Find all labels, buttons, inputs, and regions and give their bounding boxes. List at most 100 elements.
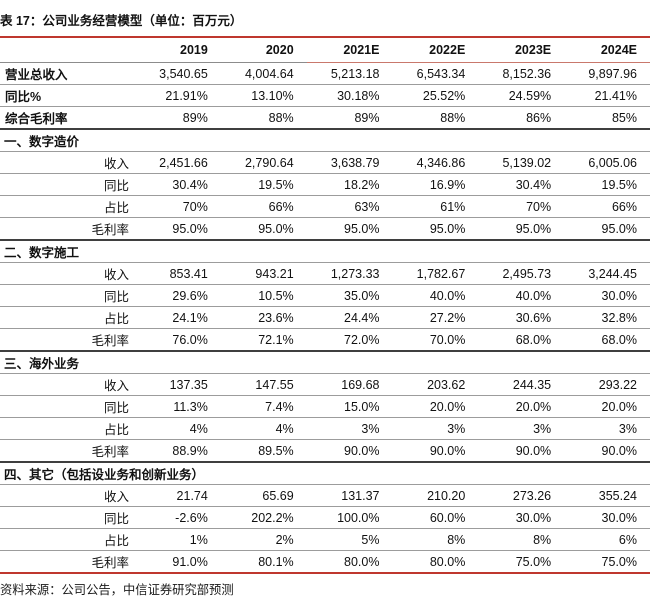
label-column-header <box>0 37 135 63</box>
cell-value: 3% <box>533 421 552 436</box>
cell-value: 6% <box>618 532 637 547</box>
cell-value: 18.2% <box>344 177 380 192</box>
cell-value: 244.35 <box>512 377 552 392</box>
cell-value: 32.8% <box>601 310 637 325</box>
table-row: 毛利率 95.0% 95.0% 95.0% 95.0% 95.0% 95.0% <box>0 218 650 240</box>
table-row: 占比 1% 2% 5% 8% 8% 6% <box>0 529 650 551</box>
cell-value: 80.0% <box>344 554 380 569</box>
row-label: 同比 <box>103 290 129 304</box>
table-row: 占比 70% 66% 63% 61% 70% 66% <box>0 196 650 218</box>
cell-value: 5,213.18 <box>330 66 380 81</box>
cell-value: 88.9% <box>172 443 208 458</box>
table-row: 毛利率 88.9% 89.5% 90.0% 90.0% 90.0% 90.0% <box>0 440 650 462</box>
row-label: 收入 <box>103 268 129 282</box>
cell-value: 6,005.06 <box>588 155 637 170</box>
cell-value: 355.24 <box>598 488 637 503</box>
cell-value: 21.74 <box>176 488 208 503</box>
section-header-row: 三、海外业务 <box>0 351 650 374</box>
cell-value: 24.1% <box>172 310 208 325</box>
cell-value: 63% <box>354 199 380 214</box>
table-row: 占比 4% 4% 3% 3% 3% 3% <box>0 418 650 440</box>
year-header: 2023E <box>478 37 565 63</box>
cell-value: 30.6% <box>515 310 552 325</box>
cell-value: 3% <box>447 421 466 436</box>
cell-value: 5,139.02 <box>502 155 552 170</box>
cell-value: 8% <box>533 532 552 547</box>
cell-value: 30.0% <box>601 288 637 303</box>
table-row: 毛利率 91.0% 80.1% 80.0% 80.0% 75.0% 75.0% <box>0 551 650 573</box>
cell-value: 30.4% <box>515 177 552 192</box>
year-header: 2022E <box>392 37 479 63</box>
row-label: 占比 <box>103 534 129 548</box>
table-row: 收入 21.74 65.69 131.37 210.20 273.26 355.… <box>0 485 650 507</box>
section-title: 三、海外业务 <box>4 357 80 371</box>
cell-value: 3% <box>618 421 637 436</box>
cell-value: 66% <box>268 199 294 214</box>
cell-value: 293.22 <box>598 377 637 392</box>
table-row: 同比 -2.6% 202.2% 100.0% 60.0% 30.0% 30.0% <box>0 507 650 529</box>
cell-value: 89% <box>354 110 380 125</box>
cell-value: 1,782.67 <box>416 266 466 281</box>
cell-value: 40.0% <box>429 288 466 303</box>
cell-value: 76.0% <box>172 332 208 347</box>
business-model-table: 2019 2020 2021E 2022E 2023E 2024E 营业总收入 … <box>0 36 650 574</box>
cell-value: 40.0% <box>515 288 552 303</box>
cell-value: 29.6% <box>172 288 208 303</box>
summary-row-total-revenue: 营业总收入 3,540.65 4,004.64 5,213.18 6,543.3… <box>0 63 650 85</box>
cell-value: 95.0% <box>258 221 294 236</box>
cell-value: 2% <box>275 532 294 547</box>
section-header-row: 一、数字造价 <box>0 129 650 152</box>
cell-value: 273.26 <box>512 488 552 503</box>
cell-value: 24.4% <box>344 310 380 325</box>
table-row: 收入 2,451.66 2,790.64 3,638.79 4,346.86 5… <box>0 152 650 174</box>
row-label: 收入 <box>103 379 129 393</box>
cell-value: 202.2% <box>251 510 294 525</box>
cell-value: 95.0% <box>344 221 380 236</box>
cell-value: 89.5% <box>258 443 294 458</box>
cell-value: 70.0% <box>429 332 466 347</box>
row-label: 综合毛利率 <box>5 112 68 126</box>
row-label: 营业总收入 <box>5 68 68 82</box>
row-label: 毛利率 <box>91 334 129 348</box>
cell-value: 70% <box>526 199 552 214</box>
table-row: 同比 30.4% 19.5% 18.2% 16.9% 30.4% 19.5% <box>0 174 650 196</box>
cell-value: 19.5% <box>601 177 637 192</box>
year-header-row: 2019 2020 2021E 2022E 2023E 2024E <box>0 37 650 63</box>
cell-value: 30.18% <box>337 88 380 103</box>
cell-value: 4% <box>189 421 208 436</box>
cell-value: 1% <box>189 532 208 547</box>
cell-value: 210.20 <box>427 488 466 503</box>
cell-value: 90.0% <box>515 443 552 458</box>
cell-value: 8,152.36 <box>502 66 552 81</box>
cell-value: 1,273.33 <box>330 266 380 281</box>
table-row: 毛利率 76.0% 72.1% 72.0% 70.0% 68.0% 68.0% <box>0 329 650 351</box>
cell-value: 20.0% <box>601 399 637 414</box>
year-header: 2020 <box>220 37 307 63</box>
cell-value: 68.0% <box>515 332 552 347</box>
cell-value: 90.0% <box>601 443 637 458</box>
cell-value: 61% <box>440 199 466 214</box>
cell-value: 60.0% <box>429 510 466 525</box>
cell-value: 131.37 <box>341 488 380 503</box>
cell-value: 35.0% <box>344 288 380 303</box>
cell-value: 80.0% <box>429 554 466 569</box>
cell-value: 72.1% <box>258 332 294 347</box>
cell-value: 6,543.34 <box>416 66 466 81</box>
table-row: 占比 24.1% 23.6% 24.4% 27.2% 30.6% 32.8% <box>0 307 650 329</box>
cell-value: 75.0% <box>601 554 637 569</box>
section-title: 二、数字施工 <box>4 246 80 260</box>
row-label: 毛利率 <box>91 556 129 570</box>
cell-value: 11.3% <box>173 399 208 414</box>
cell-value: 3,540.65 <box>159 66 208 81</box>
row-label: 收入 <box>103 157 129 171</box>
cell-value: 86% <box>526 110 552 125</box>
cell-value: 23.6% <box>258 310 294 325</box>
cell-value: 27.2% <box>429 310 466 325</box>
cell-value: 2,451.66 <box>159 155 208 170</box>
cell-value: 95.0% <box>429 221 466 236</box>
row-label: 毛利率 <box>91 223 129 237</box>
cell-value: 137.35 <box>169 377 208 392</box>
cell-value: 30.0% <box>601 510 637 525</box>
summary-row-gross-margin: 综合毛利率 89% 88% 89% 88% 86% 85% <box>0 107 650 129</box>
cell-value: 9,897.96 <box>588 66 637 81</box>
